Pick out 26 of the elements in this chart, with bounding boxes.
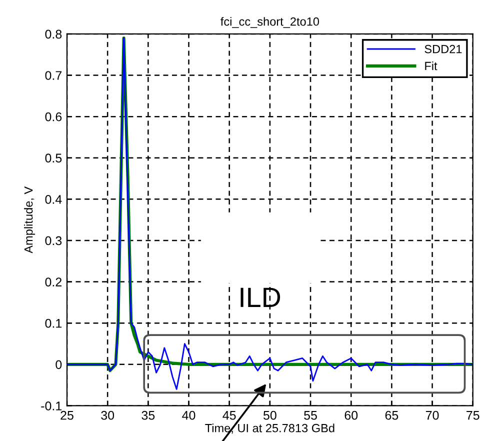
y-tick-label: 0.4 (45, 194, 62, 204)
x-tick-label: 35 (142, 410, 155, 420)
y-tick-label: 0.6 (45, 112, 62, 122)
y-tick-label: 0 (56, 360, 62, 370)
y-tick-label: 0.7 (45, 71, 62, 80)
annotation: ILD (240, 288, 280, 307)
legend-label: Fit (425, 61, 438, 70)
y-axis-title: Amplitude, V (24, 186, 36, 254)
x-tick-label: 60 (344, 410, 358, 420)
y-tick-label: 0.8 (45, 30, 62, 39)
x-tick-label: 70 (426, 410, 439, 420)
x-tick-label: 40 (182, 410, 196, 420)
y-tick-label: 0.5 (45, 154, 62, 163)
x-tick-label: 55 (304, 411, 317, 420)
x-tick-label: 45 (222, 411, 236, 420)
y-tick-label: 0.3 (45, 236, 62, 246)
chart-title: fci_cc_short_2to10 (220, 17, 320, 28)
legend-label: SDD21 (424, 44, 462, 54)
y-tick-label: 0.1 (45, 318, 62, 328)
x-tick-label: 75 (466, 411, 480, 420)
y-tick-label: -0.1 (41, 402, 62, 410)
x-tick-label: 30 (101, 410, 114, 420)
x-tick-label: 65 (385, 410, 398, 420)
x-tick-label: 50 (263, 410, 276, 420)
y-tick-label: 0.2 (45, 278, 62, 286)
x-tick-label: 25 (60, 410, 74, 420)
